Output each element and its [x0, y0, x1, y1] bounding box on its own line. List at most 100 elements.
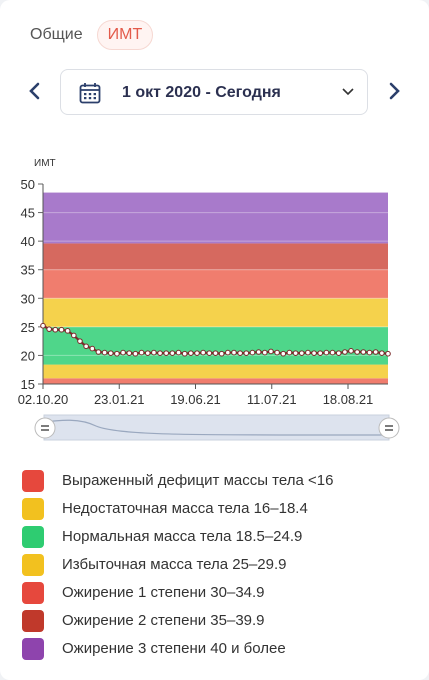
bmi-chart: ИМТ 15 20 25 30 35 40 45 50 02.10.20 23.01.21 19.… — [18, 158, 400, 441]
y-tick-label: 50 — [21, 177, 35, 192]
bmi-point — [151, 349, 157, 356]
bmi-band — [43, 378, 388, 384]
x-tick-label: 19.06.21 — [170, 392, 221, 407]
bmi-band — [43, 326, 388, 365]
bmi-point — [200, 349, 206, 356]
tab-bar: Общие ИМТ — [30, 20, 154, 50]
bmi-point — [188, 350, 194, 356]
next-period-button[interactable] — [384, 80, 404, 106]
legend-swatch — [22, 526, 44, 548]
bmi-point — [385, 350, 391, 357]
bmi-point — [225, 349, 231, 356]
bmi-point — [71, 332, 77, 339]
bmi-point — [194, 350, 200, 356]
bmi-point — [360, 349, 367, 355]
y-tick-label: 15 — [21, 377, 35, 392]
range-handle-right[interactable] — [378, 417, 400, 439]
date-range-select[interactable]: 1 окт 2020 - Сегодня — [60, 69, 368, 115]
bmi-point — [335, 350, 342, 356]
range-navigator[interactable] — [43, 414, 390, 441]
legend-swatch — [22, 470, 44, 492]
bmi-point — [348, 348, 354, 354]
legend-item: Выраженный дефицит массы тела <16 — [22, 467, 402, 495]
legend-item: Избыточная масса тела 25–29.9 — [22, 551, 402, 579]
legend-swatch — [22, 554, 44, 576]
y-tick-label: 35 — [21, 263, 35, 278]
legend-swatch — [22, 638, 44, 660]
x-tick-label: 18.08.21 — [323, 392, 374, 407]
bmi-point — [379, 350, 385, 356]
bmi-point — [52, 326, 59, 333]
legend-swatch — [22, 610, 44, 632]
bmi-band — [43, 192, 388, 244]
bmi-band — [43, 298, 388, 327]
bmi-point — [101, 349, 108, 356]
bmi-band — [43, 364, 388, 379]
bmi-point — [107, 350, 114, 356]
bmi-point — [95, 349, 102, 355]
bmi-point — [292, 350, 299, 356]
bmi-point — [274, 349, 280, 356]
legend-item: Ожирение 3 степени 40 и более — [22, 635, 402, 663]
bmi-point — [231, 349, 237, 356]
x-tick-label: 02.10.20 — [18, 392, 69, 407]
bmi-point — [126, 350, 133, 356]
legend-item: Ожирение 2 степени 35–39.9 — [22, 607, 402, 635]
bmi-point — [64, 328, 71, 334]
bmi-point — [58, 326, 65, 333]
tab-bmi[interactable]: ИМТ — [96, 20, 154, 50]
bmi-point — [354, 349, 360, 355]
chevron-down-icon — [342, 88, 354, 96]
range-handle-left[interactable] — [34, 417, 56, 439]
prev-period-button[interactable] — [25, 80, 45, 106]
bmi-point — [305, 349, 311, 356]
bmi-band — [43, 269, 388, 299]
legend-swatch — [22, 582, 44, 604]
bmi-point — [298, 350, 305, 356]
bmi-point — [366, 349, 373, 356]
bmi-point — [218, 350, 225, 357]
x-tick-label: 23.01.21 — [94, 392, 145, 407]
y-tick-label: 40 — [21, 234, 35, 249]
legend-item: Недостаточная масса тела 16–18.4 — [22, 495, 402, 523]
y-tick-label: 45 — [21, 206, 35, 221]
bmi-band — [43, 243, 388, 270]
y-tick-label: 25 — [21, 320, 35, 335]
bmi-point — [206, 350, 213, 356]
bmi-point — [40, 322, 46, 329]
bmi-point — [286, 349, 293, 356]
legend-item: Нормальная масса тела 18.5–24.9 — [22, 523, 402, 551]
bmi-point — [163, 350, 170, 356]
bmi-point — [280, 350, 287, 357]
bmi-point — [261, 349, 268, 356]
bmi-point — [46, 326, 52, 332]
bmi-point — [255, 349, 262, 355]
date-range-label: 1 окт 2020 - Сегодня — [122, 84, 281, 101]
bmi-point — [89, 345, 96, 352]
bmi-point — [157, 350, 163, 356]
bmi-point — [132, 350, 139, 357]
chevron-left-icon — [29, 82, 40, 100]
legend-item: Ожирение 1 степени 30–34.9 — [22, 579, 402, 607]
legend-swatch — [22, 498, 44, 520]
bmi-point — [323, 349, 330, 356]
bmi-point — [342, 349, 348, 355]
bmi-point — [243, 350, 250, 356]
bmi-point — [77, 338, 83, 344]
bmi-point — [138, 349, 145, 356]
bmi-point — [268, 348, 274, 355]
legend: Выраженный дефицит массы тела <16 Недост… — [22, 467, 402, 663]
bmi-point — [249, 349, 256, 356]
bmi-point — [114, 350, 120, 357]
tab-general[interactable]: Общие — [30, 26, 83, 43]
bmi-point — [311, 350, 317, 356]
bmi-point — [175, 349, 182, 356]
y-axis-label: ИМТ — [34, 158, 56, 169]
bmi-point — [372, 349, 379, 355]
bmi-point — [237, 350, 243, 356]
bmi-point — [317, 350, 324, 356]
y-tick-label: 30 — [21, 291, 35, 306]
y-tick-label: 20 — [21, 348, 35, 363]
bmi-point — [120, 349, 126, 356]
